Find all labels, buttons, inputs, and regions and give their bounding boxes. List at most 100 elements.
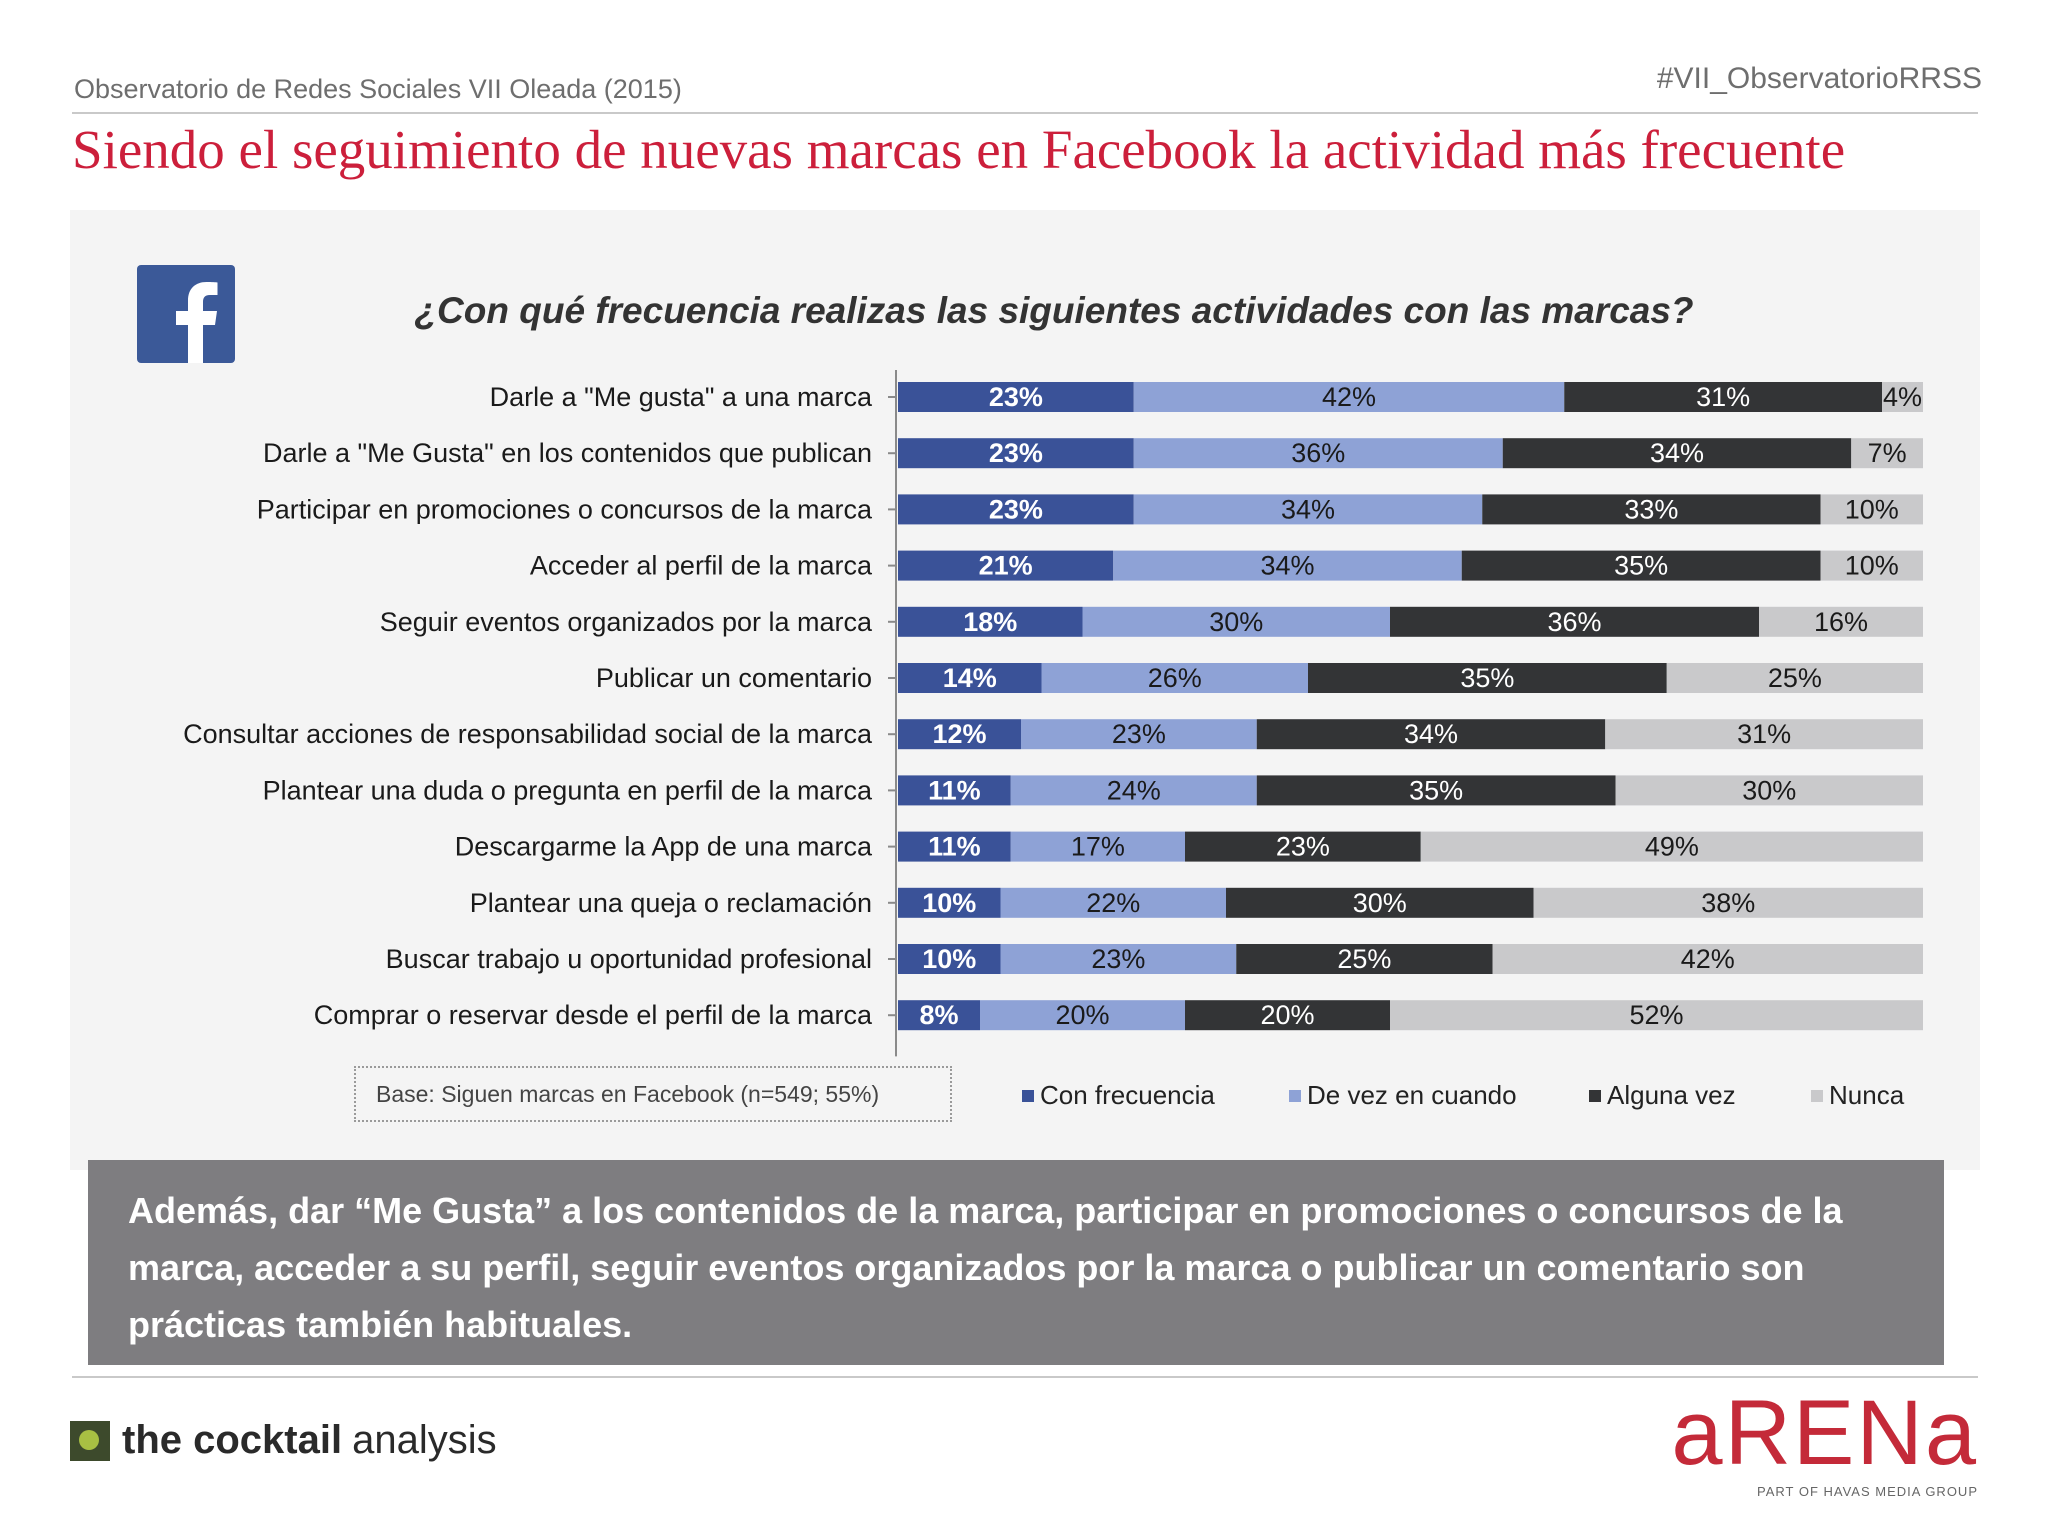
data-label-alguna-vez: 33% <box>1624 494 1678 524</box>
cocktail-name: the cocktail <box>122 1418 343 1462</box>
legend-swatch <box>1022 1089 1034 1102</box>
bar-segment-alguna-vez <box>1236 944 1493 974</box>
category-label: Seguir eventos organizados por la marca <box>380 607 873 637</box>
bar-segment-alguna-vez <box>1226 887 1534 918</box>
data-label-de-vez-en-cuando: 34% <box>1281 494 1335 524</box>
legend-swatch <box>1589 1089 1601 1102</box>
data-label-con-frecuencia: 23% <box>989 494 1043 524</box>
category-label: Consultar acciones de responsabilidad so… <box>183 719 873 749</box>
bar-segment-alguna-vez <box>1308 663 1667 693</box>
facebook-icon <box>137 265 235 363</box>
category-label: Acceder al perfil de la marca <box>530 551 873 581</box>
data-label-con-frecuencia: 12% <box>932 719 986 749</box>
legend-label: Con frecuencia <box>1040 1080 1215 1110</box>
data-label-de-vez-en-cuando: 34% <box>1260 551 1314 581</box>
data-label-alguna-vez: 35% <box>1409 775 1463 805</box>
data-label-alguna-vez: 34% <box>1404 719 1458 749</box>
category-label: Buscar trabajo u oportunidad profesional <box>386 944 872 974</box>
bar-segment-alguna-vez <box>1256 719 1606 750</box>
legend-swatch <box>1289 1089 1301 1102</box>
bar-segment-con-frecuencia <box>898 944 1001 974</box>
hashtag: #VII_ObservatorioRRSS <box>1656 62 1982 95</box>
legend-label: Nunca <box>1829 1080 1905 1110</box>
data-label-con-frecuencia: 10% <box>922 888 976 918</box>
bar-segment-nunca <box>1420 831 1923 862</box>
data-label-alguna-vez: 34% <box>1650 438 1704 468</box>
bar-segment-de-vez-en-cuando <box>1000 944 1237 974</box>
data-label-de-vez-en-cuando: 30% <box>1209 607 1263 637</box>
category-label: Darle a "Me Gusta" en los contenidos que… <box>263 438 872 468</box>
category-label: Participar en promociones o concursos de… <box>257 494 873 524</box>
bar-segment-con-frecuencia <box>898 550 1114 581</box>
data-label-con-frecuencia: 21% <box>979 551 1033 581</box>
cocktail-logo: the cocktail analysis <box>70 1418 497 1463</box>
arena-logo: aRENa PART OF HAVAS MEDIA GROUP <box>1671 1382 1978 1499</box>
bar-segment-con-frecuencia <box>898 719 1021 750</box>
arena-tagline: PART OF HAVAS MEDIA GROUP <box>1756 1484 1978 1499</box>
bar-segment-de-vez-en-cuando <box>1021 719 1257 750</box>
legend-item-con-frecuencia: Con frecuencia <box>1022 1080 1215 1111</box>
base-note: Base: Siguen marcas en Facebook (n=549; … <box>354 1066 952 1122</box>
legend-swatch <box>1811 1089 1823 1102</box>
chart-question: ¿Con qué frecuencia realizas las siguien… <box>414 290 1694 331</box>
bar-segment-con-frecuencia <box>898 831 1011 862</box>
category-label: Comprar o reservar desde el perfil de la… <box>314 1000 873 1030</box>
bar-segment-de-vez-en-cuando <box>1010 831 1185 862</box>
data-label-nunca: 7% <box>1868 438 1907 468</box>
bar-segment-de-vez-en-cuando <box>1133 382 1565 412</box>
bar-segment-con-frecuencia <box>898 1000 980 1031</box>
category-label: Plantear una duda o pregunta en perfil d… <box>263 775 873 805</box>
bar-segment-nunca <box>1882 382 1923 412</box>
bar-segment-con-frecuencia <box>898 775 1011 806</box>
data-label-alguna-vez: 23% <box>1276 832 1330 862</box>
data-label-nunca: 4% <box>1883 382 1922 412</box>
data-label-de-vez-en-cuando: 23% <box>1112 719 1166 749</box>
bar-segment-de-vez-en-cuando <box>1041 663 1308 693</box>
cocktail-mark-icon <box>70 1420 110 1461</box>
bar-segment-nunca <box>1759 606 1923 637</box>
data-label-con-frecuencia: 10% <box>922 944 976 974</box>
bar-segment-alguna-vez <box>1185 1000 1390 1031</box>
data-label-alguna-vez: 35% <box>1614 551 1668 581</box>
legend-label: De vez en cuando <box>1307 1080 1517 1110</box>
data-label-nunca: 49% <box>1645 832 1699 862</box>
data-label-alguna-vez: 36% <box>1547 607 1601 637</box>
data-label-con-frecuencia: 18% <box>963 607 1017 637</box>
page-title: Siendo el seguimiento de nuevas marcas e… <box>72 119 1846 180</box>
bar-segment-con-frecuencia <box>898 606 1083 637</box>
data-label-nunca: 38% <box>1701 888 1755 918</box>
data-label-con-frecuencia: 23% <box>989 382 1043 412</box>
bar-segment-de-vez-en-cuando <box>1010 775 1257 806</box>
category-label: Plantear una queja o reclamación <box>470 888 872 918</box>
top-divider <box>72 112 1978 114</box>
data-label-de-vez-en-cuando: 26% <box>1148 663 1202 693</box>
category-label: Descargarme la App de una marca <box>455 832 873 862</box>
bar-segment-de-vez-en-cuando <box>1000 887 1226 918</box>
bar-segment-de-vez-en-cuando <box>1133 438 1503 469</box>
bar-segment-alguna-vez <box>1482 494 1821 525</box>
bottom-divider <box>72 1376 1978 1378</box>
data-label-de-vez-en-cuando: 17% <box>1071 832 1125 862</box>
arena-wordmark: aRENa <box>1671 1382 1978 1484</box>
data-label-alguna-vez: 31% <box>1696 382 1750 412</box>
data-label-nunca: 25% <box>1768 663 1822 693</box>
data-label-de-vez-en-cuando: 36% <box>1291 438 1345 468</box>
bar-segment-alguna-vez <box>1185 831 1421 862</box>
data-label-de-vez-en-cuando: 20% <box>1055 1000 1109 1030</box>
legend-item-alguna-vez: Alguna vez <box>1589 1080 1736 1111</box>
bar-segment-alguna-vez <box>1390 606 1759 637</box>
bar-segment-alguna-vez <box>1564 382 1882 412</box>
data-label-con-frecuencia: 11% <box>928 775 981 805</box>
data-label-nunca: 31% <box>1737 719 1791 749</box>
data-label-de-vez-en-cuando: 42% <box>1322 382 1376 412</box>
bar-segment-con-frecuencia <box>898 382 1134 412</box>
data-label-de-vez-en-cuando: 22% <box>1086 888 1140 918</box>
bar-segment-de-vez-en-cuando <box>1113 550 1462 581</box>
data-label-alguna-vez: 25% <box>1337 944 1391 974</box>
legend-item-de-vez-en-cuando: De vez en cuando <box>1289 1080 1517 1111</box>
data-label-de-vez-en-cuando: 23% <box>1091 944 1145 974</box>
data-label-de-vez-en-cuando: 24% <box>1107 775 1161 805</box>
data-label-alguna-vez: 20% <box>1260 1000 1314 1030</box>
category-label: Publicar un comentario <box>596 663 872 693</box>
data-label-alguna-vez: 30% <box>1353 888 1407 918</box>
